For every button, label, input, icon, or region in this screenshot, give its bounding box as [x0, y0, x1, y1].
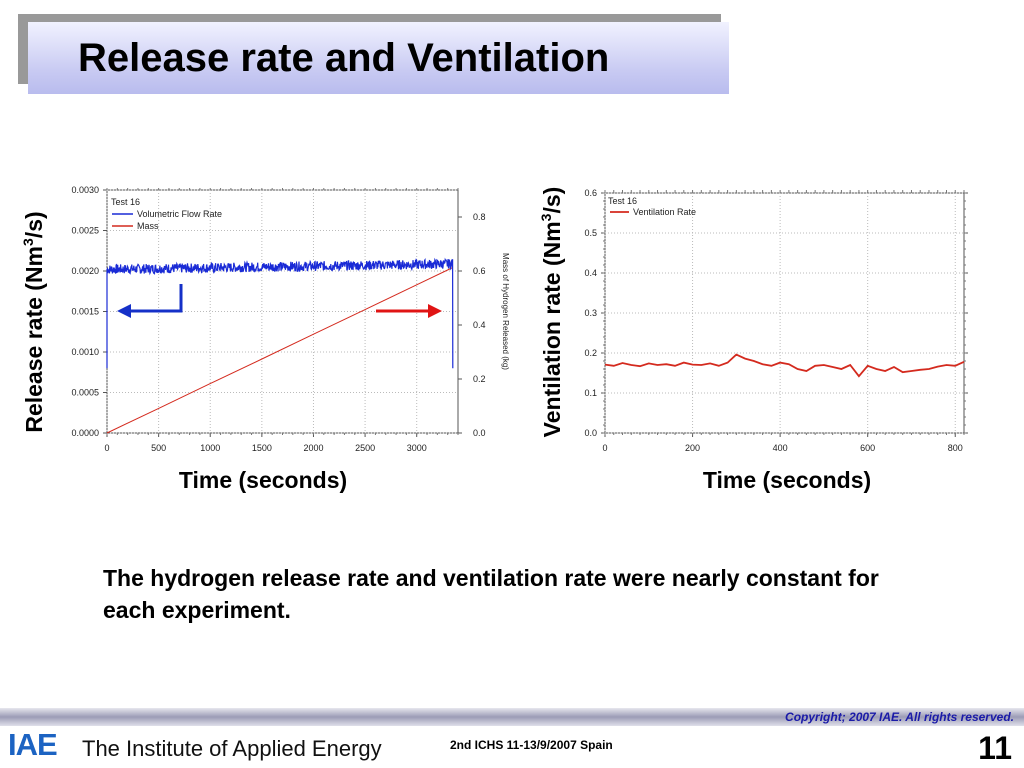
chart2-xtick-label: 200: [685, 443, 700, 453]
page-number: 11: [978, 730, 1012, 766]
right-axis-arrow-head: [428, 304, 442, 318]
chart2-ytick-label: 0.6: [584, 188, 597, 198]
chart2-ytick-label: 0.1: [584, 388, 597, 398]
conference-info: 2nd ICHS 11-13/9/2007 Spain: [450, 738, 613, 752]
chart1-ytick-label: 0.0020: [71, 266, 99, 276]
chart2-ytick-label: 0.4: [584, 268, 597, 278]
chart1-y2label: Mass of Hydrogen Released (kg): [501, 253, 510, 370]
chart2-xtick-label: 600: [860, 443, 875, 453]
chart2-series-ventilation: [604, 353, 965, 378]
chart1-ytick-label: 0.0030: [71, 185, 99, 195]
chart2-xtick-label: 0: [602, 443, 607, 453]
chart1-series-mass: [106, 267, 454, 434]
chart1-legend-label-mass: Mass: [137, 221, 159, 231]
chart2-ytick-label: 0.5: [584, 228, 597, 238]
iae-logo: IAE: [8, 727, 58, 762]
left-axis-arrow-shaft: [128, 284, 183, 313]
chart1-xtick-label: 0: [104, 443, 109, 453]
left-axis-arrow-head: [117, 304, 131, 318]
chart1-xtick-label: 2500: [355, 443, 375, 453]
chart1-y2tick-label: 0.4: [473, 320, 486, 330]
chart1-xtick-label: 500: [151, 443, 166, 453]
footer-bar: [0, 708, 1024, 726]
chart1-y2tick-label: 0.6: [473, 266, 486, 276]
chart1-ytick-label: 0.0015: [71, 307, 99, 317]
title-banner: Release rate and Ventilation: [28, 22, 729, 94]
institute-name: The Institute of Applied Energy: [82, 736, 382, 761]
slide-title: Release rate and Ventilation: [78, 36, 610, 80]
chart1-y2tick-label: 0.2: [473, 374, 486, 384]
chart1-xtick-label: 2000: [303, 443, 323, 453]
chart1-annotation: Test 16: [111, 197, 140, 207]
chart1-ytick-label: 0.0000: [71, 428, 99, 438]
chart1-ytick-label: 0.0025: [71, 226, 99, 236]
chart2-legend-label: Ventilation Rate: [633, 207, 696, 217]
chart2-xlabel: Time (seconds): [702, 467, 872, 493]
chart1-series-flow: [106, 257, 454, 369]
chart2-xtick-label: 800: [948, 443, 963, 453]
chart2-plot-frame: [604, 192, 965, 434]
chart1-xtick-label: 1500: [252, 443, 272, 453]
chart1-ytick-label: 0.0005: [71, 388, 99, 398]
chart2-ytick-label: 0.3: [584, 308, 597, 318]
chart2-annotation: Test 16: [608, 196, 637, 206]
chart1-y2tick-label: 0.8: [473, 212, 486, 222]
chart1-xtick-label: 1000: [200, 443, 220, 453]
chart1-ytick-label: 0.0010: [71, 347, 99, 357]
chart1-legend-label-flow: Volumetric Flow Rate: [137, 209, 222, 219]
chart2-ytick-label: 0.2: [584, 348, 597, 358]
slide-caption: The hydrogen release rate and ventilatio…: [103, 565, 879, 623]
chart2-ytick-label: 0.0: [584, 428, 597, 438]
chart1-xlabel: Time (seconds): [178, 467, 348, 493]
chart2-xtick-label: 400: [773, 443, 788, 453]
copyright-notice: Copyright; 2007 IAE. All rights reserved…: [785, 710, 1014, 724]
chart1-xtick-label: 3000: [407, 443, 427, 453]
chart1-y2tick-label: 0.0: [473, 428, 486, 438]
